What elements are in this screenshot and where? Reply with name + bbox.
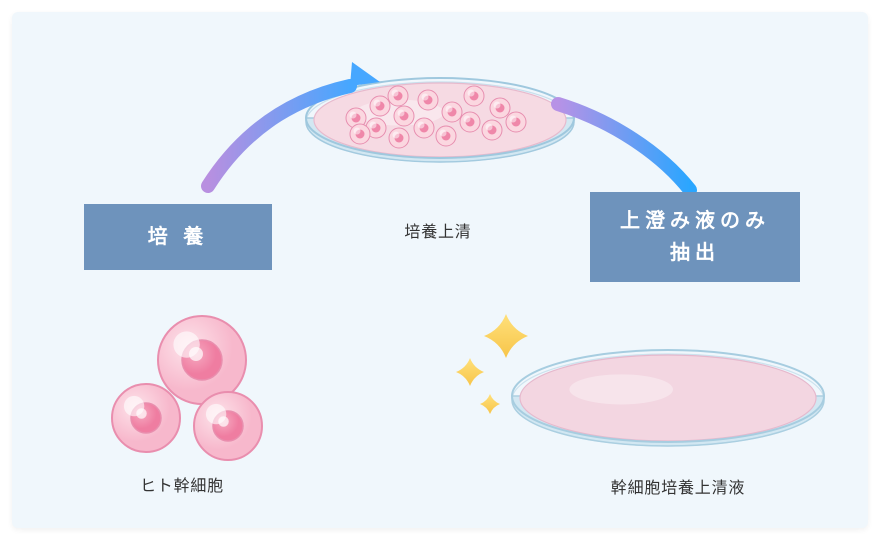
stem-cells-illustration bbox=[90, 300, 290, 480]
label-box-culture: 培 養 bbox=[84, 204, 272, 270]
caption-conditioned-medium: 幹細胞培養上清液 bbox=[548, 474, 808, 498]
label-box-culture-text: 培 養 bbox=[148, 221, 209, 253]
sparkle-icon bbox=[450, 300, 570, 430]
arrow-culture-to-dish bbox=[180, 50, 400, 210]
label-box-extract-text: 上澄み液のみ抽出 bbox=[620, 205, 770, 269]
caption-culture-supernatant: 培養上清 bbox=[338, 218, 538, 242]
caption-human-stem-cells: ヒト幹細胞 bbox=[92, 472, 272, 496]
diagram-root: 培 養 上澄み液のみ抽出 培養上清 ヒト幹細胞 幹細胞培養上清液 bbox=[0, 0, 880, 540]
label-box-extract: 上澄み液のみ抽出 bbox=[590, 192, 800, 282]
